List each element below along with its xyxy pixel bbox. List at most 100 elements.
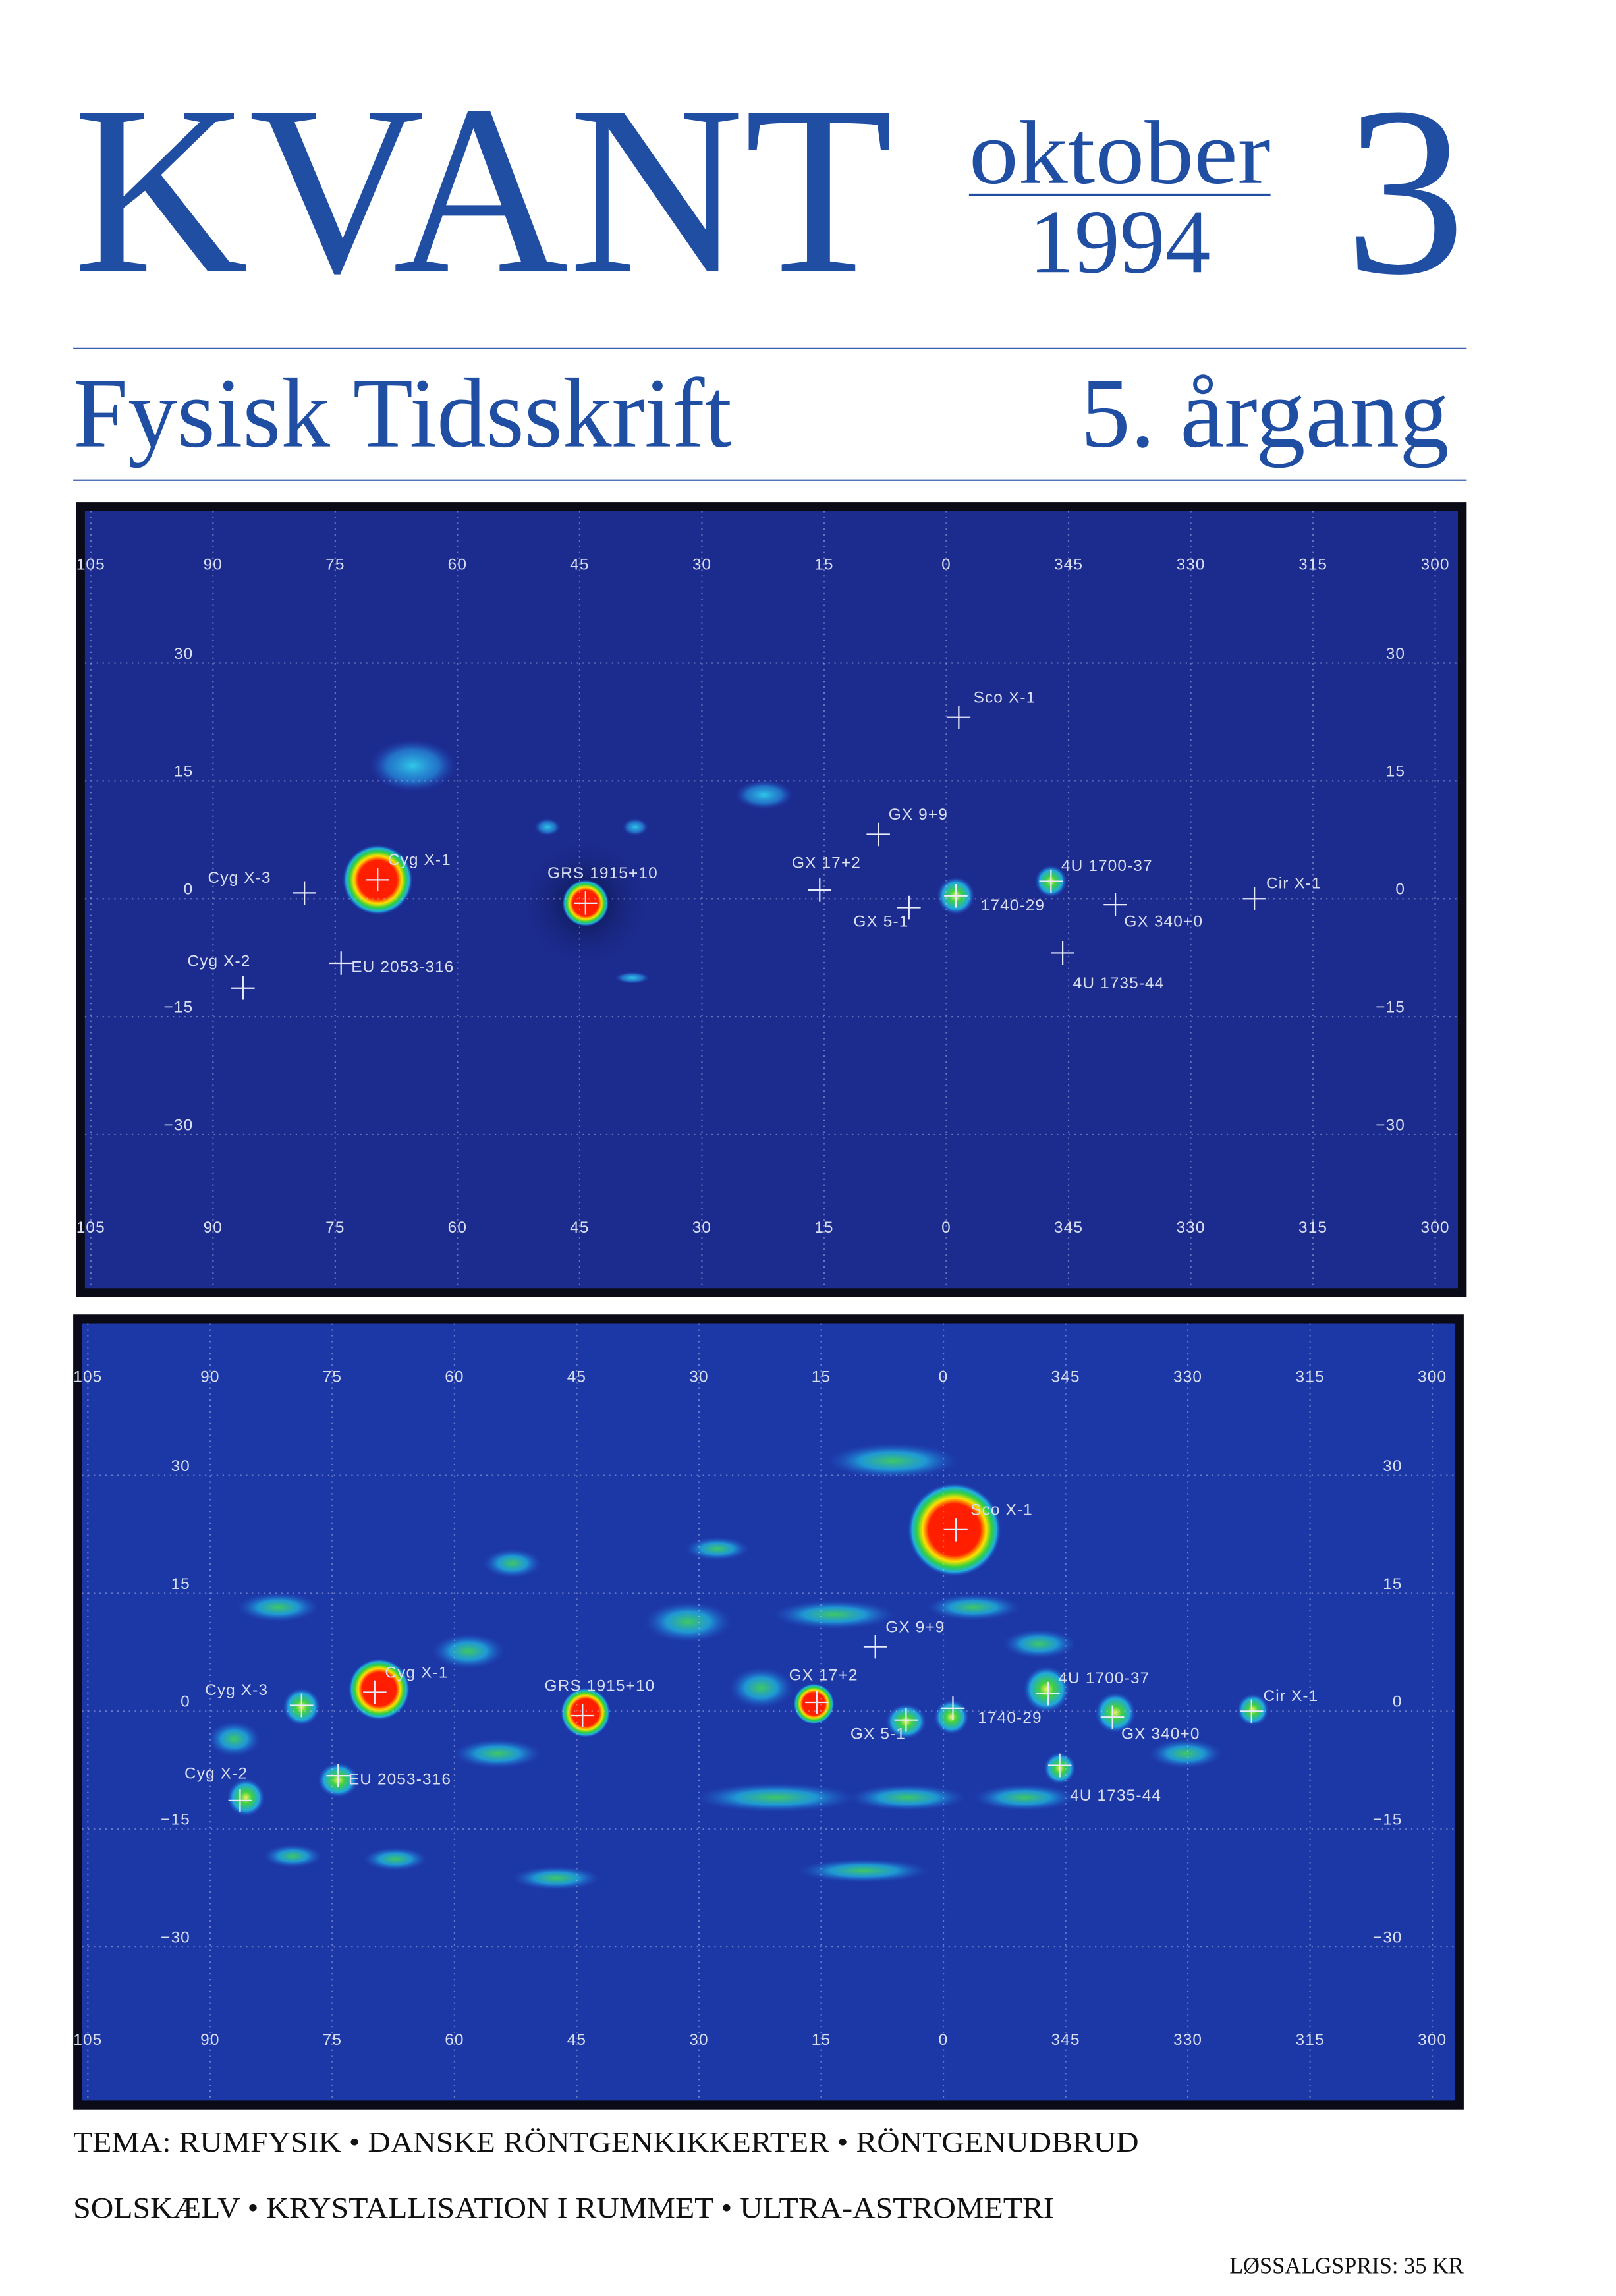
lon-label: 330 xyxy=(1173,2031,1202,2049)
lon-label: 45 xyxy=(570,555,589,573)
lon-label: 75 xyxy=(323,2031,342,2049)
emission xyxy=(1237,1693,1269,1726)
lon-label: 345 xyxy=(1051,2031,1080,2049)
lon-label: 330 xyxy=(1173,1368,1202,1386)
lon-label: 330 xyxy=(1176,1219,1205,1237)
lon-label: 300 xyxy=(1421,555,1450,573)
lat-label: 30 xyxy=(174,645,193,663)
emission xyxy=(973,1784,1076,1811)
source-label: 1740-29 xyxy=(981,897,1045,914)
lon-label: 15 xyxy=(812,2031,831,2049)
source-label: GRS 1915+10 xyxy=(547,864,658,882)
source-marker xyxy=(329,951,353,975)
lon-label: 0 xyxy=(941,1219,951,1237)
theme-line: SOLSKÆLV • KRYSTALLISATION I RUMMET • UL… xyxy=(73,2191,1054,2224)
source-marker xyxy=(574,891,598,915)
emission xyxy=(793,1683,835,1725)
source-label: 4U 1700-37 xyxy=(1061,857,1153,875)
lon-label: 105 xyxy=(76,1219,105,1237)
lat-label: −30 xyxy=(1373,1928,1403,1946)
source-label: GRS 1915+10 xyxy=(545,1677,655,1694)
emission xyxy=(453,1739,542,1769)
lon-label: 90 xyxy=(200,1368,219,1386)
source-label: GX 340+0 xyxy=(1124,912,1203,930)
source-label: Cyg X-1 xyxy=(385,1664,448,1681)
source-marker xyxy=(1036,1681,1060,1706)
source-marker xyxy=(808,878,832,902)
source-label: Cyg X-3 xyxy=(208,869,271,887)
lon-label: 30 xyxy=(689,1368,708,1386)
emission xyxy=(512,1866,600,1890)
source-label: GX 5-1 xyxy=(853,912,908,930)
issue-number: 3 xyxy=(1345,57,1465,325)
emission xyxy=(729,1667,794,1708)
lon-label: 30 xyxy=(692,555,711,573)
lon-label: 75 xyxy=(325,1219,345,1237)
source-marker xyxy=(1051,941,1074,965)
emission xyxy=(622,818,649,836)
emission xyxy=(644,1601,732,1642)
source-label: EU 2053-316 xyxy=(348,1770,451,1788)
lat-label: 0 xyxy=(1395,881,1405,899)
source-label: 4U 1735-44 xyxy=(1070,1787,1161,1805)
lon-label: 30 xyxy=(689,2031,708,2049)
source-label: Sco X-1 xyxy=(970,1501,1033,1519)
source-label: GX 17+2 xyxy=(792,854,861,872)
source-marker xyxy=(944,1518,968,1542)
lon-label: 45 xyxy=(567,2031,586,2049)
lon-label: 300 xyxy=(1418,2031,1447,2049)
emission xyxy=(1003,1629,1076,1659)
lon-label: 45 xyxy=(567,1368,586,1386)
source-marker xyxy=(1239,1699,1264,1723)
lon-label: 315 xyxy=(1298,555,1327,573)
lat-label: −30 xyxy=(161,1928,190,1946)
source-marker xyxy=(1039,869,1063,893)
source-marker xyxy=(1242,887,1266,911)
emission xyxy=(227,1778,265,1817)
theme-line: TEMA: RUMFYSIK • DANSKE RÖNTGENKIKKERTER… xyxy=(73,2125,1139,2158)
emission xyxy=(615,972,650,984)
lon-label: 345 xyxy=(1051,1368,1080,1386)
lat-label: 15 xyxy=(1383,1575,1402,1593)
emission xyxy=(237,1592,320,1622)
source-label: 4U 1735-44 xyxy=(1073,974,1165,992)
source-label: Cyg X-3 xyxy=(205,1681,268,1699)
lon-label: 105 xyxy=(76,555,105,573)
source-marker xyxy=(866,822,890,847)
source-label: EU 2053-316 xyxy=(351,958,454,976)
lon-label: 15 xyxy=(812,1368,831,1386)
map-field xyxy=(84,511,1459,1289)
source-label: Cir X-1 xyxy=(1266,875,1322,893)
lon-label: 30 xyxy=(692,1219,711,1237)
emission xyxy=(773,1600,896,1629)
source-marker xyxy=(289,1693,314,1718)
source-marker xyxy=(366,868,390,892)
lon-label: 60 xyxy=(445,1368,464,1386)
volume: 5. årgang xyxy=(1080,358,1449,468)
emission xyxy=(348,1658,410,1720)
lon-label: 90 xyxy=(204,555,223,573)
source-label: 1740-29 xyxy=(978,1709,1042,1727)
lon-label: 315 xyxy=(1296,2031,1325,2049)
source-label: GX 5-1 xyxy=(850,1725,906,1743)
emission xyxy=(735,780,794,810)
lat-label: 15 xyxy=(174,763,193,781)
lon-label: 345 xyxy=(1054,1219,1083,1237)
source-marker xyxy=(1103,893,1127,916)
source-marker xyxy=(944,884,968,908)
source-label: Cyg X-1 xyxy=(388,851,451,869)
lat-label: 15 xyxy=(1386,763,1405,781)
source-marker xyxy=(1100,1705,1125,1729)
lon-label: 300 xyxy=(1418,1368,1447,1386)
lat-label: 30 xyxy=(1386,645,1405,663)
emission xyxy=(208,1721,261,1757)
emission xyxy=(1149,1739,1223,1769)
source-label: Cyg X-2 xyxy=(184,1765,248,1783)
source-marker xyxy=(897,895,921,920)
source-label: GX 9+9 xyxy=(885,1618,945,1636)
lon-label: 45 xyxy=(570,1219,589,1237)
source-marker xyxy=(571,1704,595,1727)
lat-label: 0 xyxy=(184,881,194,899)
